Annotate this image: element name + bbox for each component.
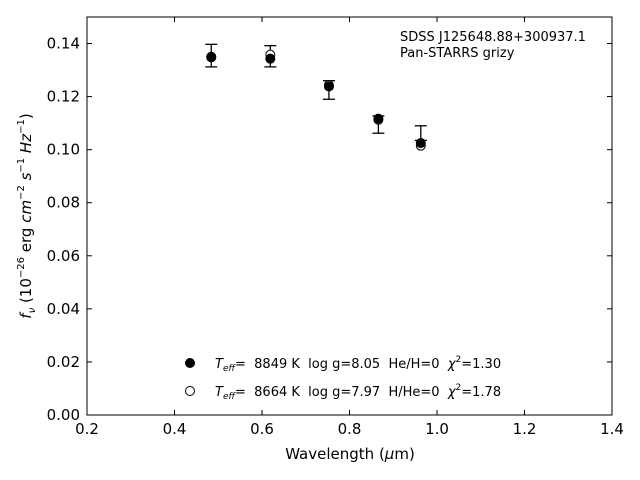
data-point-filled (206, 51, 217, 62)
annotation-photometry: Pan-STARRS grizy (400, 46, 515, 61)
x-tick-label: 1.2 (513, 420, 537, 438)
x-tick-label: 1.4 (600, 420, 624, 438)
annotation-object-name: SDSS J125648.88+300937.1 (400, 30, 586, 45)
data-points (206, 49, 426, 151)
y-tick-label: 0.10 (47, 141, 80, 159)
legend-marker-open (185, 386, 195, 396)
y-tick-label: 0.14 (47, 35, 80, 53)
y-tick-label: 0.02 (47, 353, 80, 371)
y-axis-label: fν (10−26 erg cm−2 s−1 Hz−1) (16, 113, 38, 318)
x-axis-ticks: 0.2 0.4 0.6 0.8 1.0 1.2 1.4 (75, 17, 624, 438)
x-tick-label: 0.8 (338, 420, 362, 438)
y-tick-label: 0.06 (47, 247, 80, 265)
x-axis-label: Wavelength (μm) (285, 445, 415, 463)
x-tick-label: 0.6 (250, 420, 274, 438)
y-tick-label: 0.00 (47, 406, 80, 424)
x-tick-label: 1.0 (425, 420, 449, 438)
data-point-filled (373, 113, 384, 124)
legend-marker-filled (185, 358, 195, 368)
plot-area (86, 16, 613, 416)
y-tick-label: 0.08 (47, 194, 80, 212)
legend-label-model-1: Teff= 8849 K log g=8.05 He/H=0 χ2=1.30 (215, 355, 501, 374)
legend-label-model-2: Teff= 8664 K log g=7.97 H/He=0 χ2=1.78 (215, 383, 501, 402)
data-point-filled (415, 138, 426, 149)
legend: Teff= 8849 K log g=8.05 He/H=0 χ2=1.30 T… (185, 355, 501, 402)
y-tick-label: 0.04 (47, 300, 80, 318)
data-point-filled (323, 81, 334, 92)
y-axis-ticks: 0.00 0.02 0.04 0.06 0.08 0.10 0.12 0.14 (47, 35, 612, 424)
y-tick-label: 0.12 (47, 88, 80, 106)
data-point-filled (265, 53, 276, 64)
x-tick-label: 0.2 (75, 420, 99, 438)
x-tick-label: 0.4 (163, 420, 187, 438)
